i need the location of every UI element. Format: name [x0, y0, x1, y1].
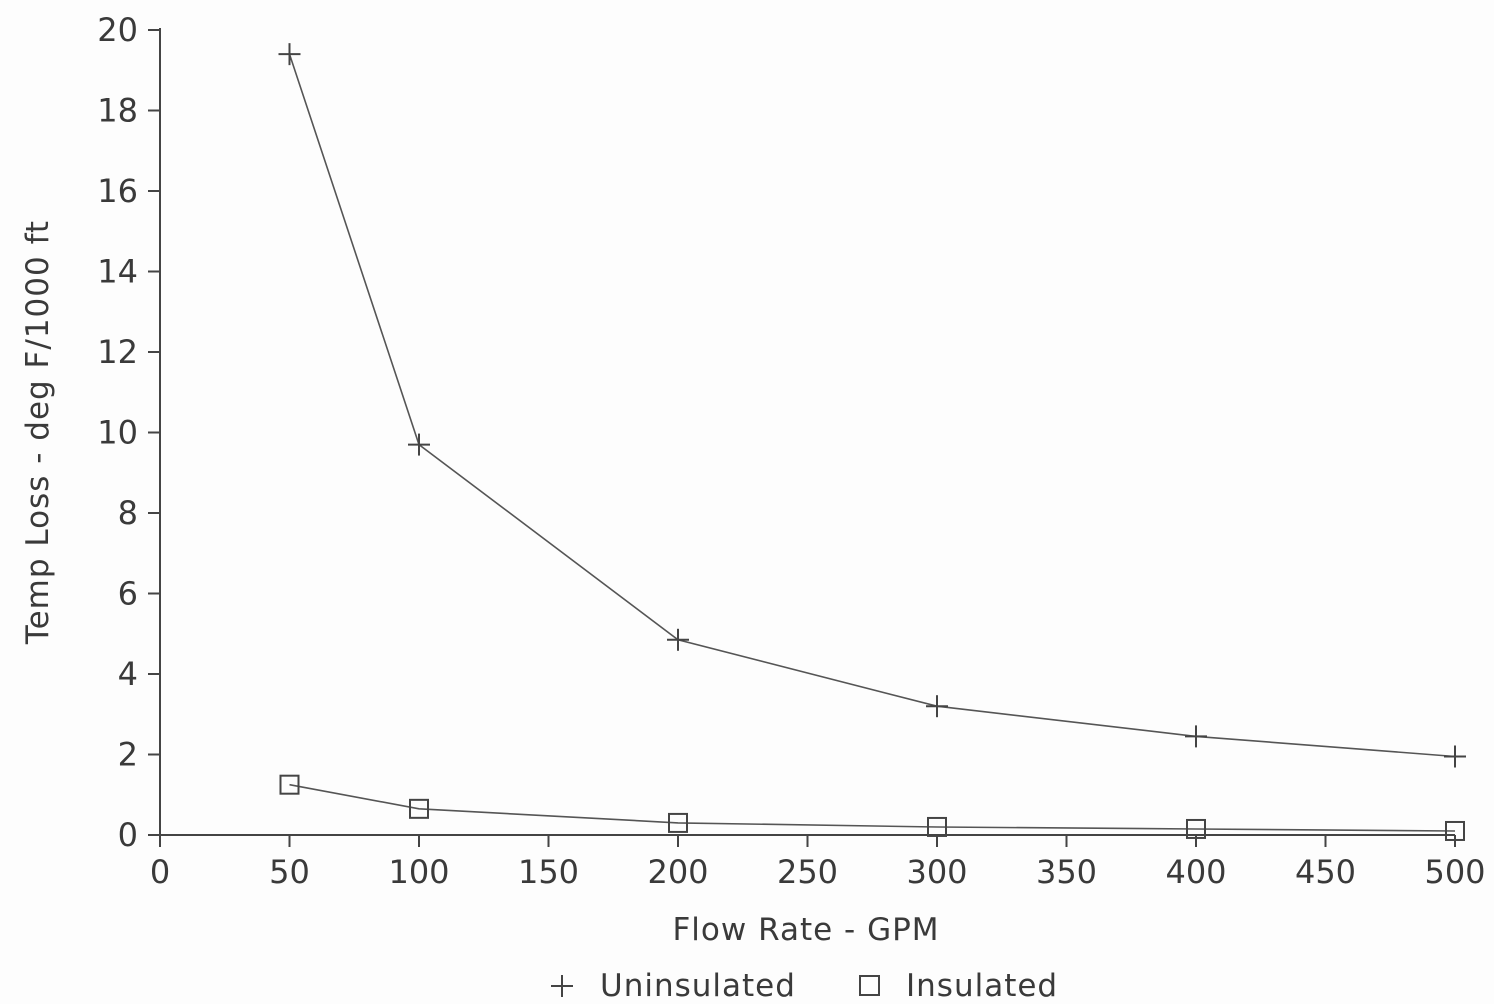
legend-label-insulated: Insulated — [906, 968, 1058, 1004]
x-tick-label: 50 — [269, 853, 310, 891]
x-tick-label: 150 — [518, 853, 579, 891]
data-point-insulated — [1445, 820, 1465, 841]
x-tick-label: 450 — [1295, 853, 1356, 891]
y-tick-label: 6 — [118, 575, 138, 613]
legend-label-uninsulated: Uninsulated — [600, 968, 796, 1004]
y-tick-label: 10 — [97, 414, 138, 452]
x-tick-label: 400 — [1165, 853, 1226, 891]
data-point-insulated — [927, 816, 947, 837]
legend: Uninsulated Insulated — [551, 968, 1058, 1004]
series-uninsulated — [278, 43, 1466, 768]
y-tick-label: 12 — [97, 333, 138, 371]
y-tick-label: 14 — [97, 253, 138, 291]
data-point-uninsulated — [408, 433, 430, 456]
data-point-insulated — [409, 798, 429, 819]
y-tick-label: 16 — [97, 172, 138, 210]
series-line-insulated — [289, 783, 1456, 832]
data-point-insulated — [1186, 818, 1206, 839]
data-point-uninsulated — [278, 43, 301, 66]
y-tick-label: 4 — [118, 655, 138, 693]
x-axis-title: Flow Rate - GPM — [672, 912, 939, 948]
x-tick-label: 350 — [1036, 853, 1097, 891]
series-insulated — [279, 774, 1465, 841]
square-marker-icon — [859, 975, 880, 996]
y-tick-label: 0 — [118, 816, 138, 854]
x-tick-label: 0 — [150, 853, 170, 891]
y-tick-label: 2 — [118, 736, 138, 774]
labels-layer: Flow Rate - GPM Temp Loss - deg F/1000 f… — [20, 220, 939, 948]
x-tick-label: 200 — [647, 853, 708, 891]
x-tick-label: 100 — [388, 853, 449, 891]
x-tick-label: 300 — [906, 853, 967, 891]
data-point-uninsulated — [667, 628, 689, 651]
legend-item-uninsulated: Uninsulated — [551, 968, 796, 1004]
series-line-uninsulated — [288, 53, 1456, 758]
data-point-uninsulated — [1185, 725, 1207, 748]
y-tick-label: 18 — [97, 92, 138, 130]
y-tick-label: 8 — [118, 494, 138, 532]
x-tick-label: 500 — [1424, 853, 1485, 891]
data-point-insulated — [279, 774, 300, 795]
legend-item-insulated: Insulated — [859, 968, 1058, 1004]
series-layer — [278, 43, 1466, 841]
y-axis-title: Temp Loss - deg F/1000 ft — [20, 220, 56, 645]
data-point-uninsulated — [926, 695, 948, 718]
plus-marker-icon — [551, 975, 573, 997]
x-tick-label: 250 — [777, 853, 838, 891]
data-point-uninsulated — [1444, 745, 1466, 768]
data-point-insulated — [668, 812, 688, 833]
y-tick-label: 20 — [97, 11, 138, 49]
